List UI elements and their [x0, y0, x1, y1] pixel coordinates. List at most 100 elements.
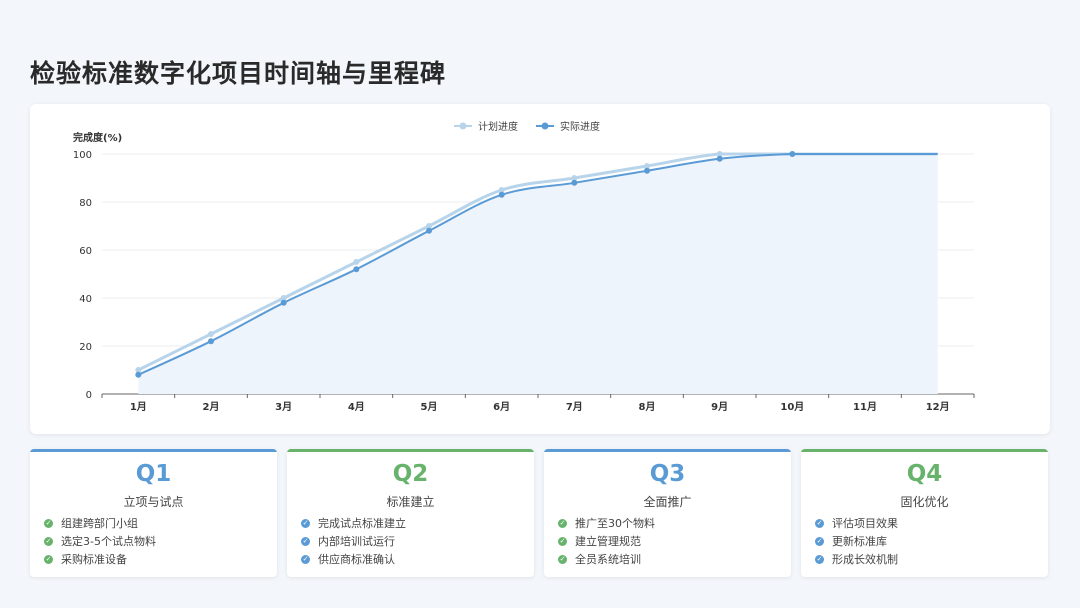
data-point-plan: [644, 163, 650, 169]
data-point-plan: [280, 295, 287, 301]
check-circle-icon: ✓: [44, 554, 53, 564]
milestone-item: ✓ 采购标准设备: [44, 550, 156, 568]
data-point-plan: [208, 331, 214, 337]
milestone-list: ✓ 完成试点标准建立 ✓ 内部培训试运行 ✓ 供应商标准确认: [301, 514, 406, 568]
milestone-text: 选定3-5个试点物料: [61, 535, 156, 548]
progress-line-chart: 完成度(%) 0 20 40 60 80 100 1月 2月 3月 4月 5月 6月 7月 8月 9月 10月 1…: [73, 120, 975, 413]
data-point-plan: [426, 223, 432, 229]
check-circle-icon: ✓: [815, 536, 824, 546]
check-circle-icon: ✓: [558, 554, 567, 564]
check-circle-icon: ✓: [44, 518, 53, 528]
y-axis-title: 完成度(%): [73, 131, 122, 144]
data-point-plan: [716, 151, 723, 157]
check-circle-icon: ✓: [815, 554, 824, 564]
x-tick-label: 8月: [639, 401, 656, 413]
quarter-accent-bar: [287, 449, 534, 452]
y-tick-label: 20: [79, 342, 92, 353]
milestone-item: ✓ 供应商标准确认: [301, 550, 406, 568]
data-point-actual: [789, 151, 796, 157]
quarter-card-q1: Q1 立项与试点 ✓ 组建跨部门小组 ✓ 选定3-5个试点物料 ✓ 采购标准设备: [30, 449, 277, 577]
data-point-actual: [353, 266, 360, 273]
data-point-actual: [498, 191, 505, 198]
check-circle-icon: ✓: [558, 518, 567, 528]
milestone-text: 供应商标准确认: [318, 553, 395, 566]
data-point-plan: [498, 187, 505, 193]
quarter-subtitle: 立项与试点: [123, 495, 184, 509]
quarter-card-q4: Q4 固化优化 ✓ 评估项目效果 ✓ 更新标准库 ✓ 形成长效机制: [801, 449, 1048, 577]
milestone-text: 建立管理规范: [575, 535, 641, 548]
milestone-list: ✓ 组建跨部门小组 ✓ 选定3-5个试点物料 ✓ 采购标准设备: [44, 514, 156, 568]
quarter-subtitle: 标准建立: [386, 495, 435, 509]
data-point-actual: [716, 155, 723, 162]
milestone-text: 完成试点标准建立: [318, 517, 406, 530]
quarter-card-q2: Q2 标准建立 ✓ 完成试点标准建立 ✓ 内部培训试运行 ✓ 供应商标准确认: [287, 449, 534, 577]
quarter-card-q3: Q3 全面推广 ✓ 推广至30个物料 ✓ 建立管理规范 ✓ 全员系统培训: [544, 449, 791, 577]
check-circle-icon: ✓: [301, 554, 310, 564]
x-tick-label: 3月: [275, 401, 292, 413]
quarter-subtitle: 固化优化: [900, 495, 949, 509]
data-point-plan: [571, 175, 578, 181]
quarter-label: Q2: [392, 461, 429, 487]
x-tick-label: 9月: [711, 401, 728, 413]
check-circle-icon: ✓: [301, 518, 310, 528]
progress-chart-card: 完成度(%) 0 20 40 60 80 100 1月 2月 3月 4月 5月 6月 7月 8月 9月 10月 1…: [30, 104, 1050, 434]
x-tick-label: 10月: [780, 401, 804, 413]
quarter-accent-bar: [801, 449, 1048, 452]
milestone-list: ✓ 推广至30个物料 ✓ 建立管理规范 ✓ 全员系统培训: [558, 514, 655, 568]
quarter-accent-bar: [30, 449, 277, 452]
x-tick-label: 1月: [130, 401, 147, 413]
milestone-text: 内部培训试运行: [318, 535, 395, 548]
milestone-text: 组建跨部门小组: [61, 517, 138, 530]
x-tick-label: 11月: [853, 401, 877, 413]
quarter-label: Q4: [906, 461, 943, 487]
data-point-actual: [426, 227, 432, 234]
milestone-text: 全员系统培训: [575, 553, 641, 566]
y-tick-label: 100: [73, 150, 92, 161]
x-tick-label: 7月: [566, 401, 583, 413]
milestone-item: ✓ 全员系统培训: [558, 550, 655, 568]
milestone-text: 形成长效机制: [832, 553, 898, 566]
check-circle-icon: ✓: [815, 518, 824, 528]
quarter-label: Q3: [649, 461, 686, 487]
milestone-text: 采购标准设备: [61, 553, 127, 566]
x-tick-label: 6月: [493, 401, 510, 413]
milestone-item: ✓ 推广至30个物料: [558, 514, 655, 532]
data-point-plan: [353, 259, 360, 265]
milestone-text: 推广至30个物料: [575, 517, 655, 530]
milestone-item: ✓ 内部培训试运行: [301, 532, 406, 550]
data-point-plan: [135, 367, 142, 373]
y-tick-label: 60: [79, 246, 92, 257]
data-point-actual: [280, 299, 287, 306]
check-circle-icon: ✓: [44, 536, 53, 546]
data-point-actual: [208, 338, 214, 345]
milestone-item: ✓ 评估项目效果: [815, 514, 898, 532]
milestone-list: ✓ 评估项目效果 ✓ 更新标准库 ✓ 形成长效机制: [815, 514, 898, 568]
legend-swatch-dot: [541, 122, 549, 130]
legend-label: 实际进度: [560, 120, 600, 133]
y-tick-label: 80: [79, 198, 92, 209]
data-point-actual: [135, 371, 142, 378]
actual-area-fill: [138, 154, 938, 394]
x-tick-label: 4月: [348, 401, 365, 413]
quarter-subtitle: 全面推广: [643, 495, 692, 509]
milestone-item: ✓ 形成长效机制: [815, 550, 898, 568]
milestone-item: ✓ 选定3-5个试点物料: [44, 532, 156, 550]
legend-label: 计划进度: [478, 120, 518, 133]
milestone-item: ✓ 组建跨部门小组: [44, 514, 156, 532]
milestone-item: ✓ 完成试点标准建立: [301, 514, 406, 532]
page-title: 检验标准数字化项目时间轴与里程碑: [30, 59, 447, 88]
check-circle-icon: ✓: [558, 536, 567, 546]
milestone-item: ✓ 更新标准库: [815, 532, 898, 550]
legend-swatch-dot: [459, 122, 467, 130]
x-tick-label: 5月: [421, 401, 438, 413]
y-tick-label: 0: [86, 390, 92, 401]
quarter-accent-bar: [544, 449, 791, 452]
check-circle-icon: ✓: [301, 536, 310, 546]
milestone-text: 评估项目效果: [832, 517, 898, 530]
data-point-actual: [644, 167, 650, 174]
y-tick-label: 40: [79, 294, 92, 305]
milestone-item: ✓ 建立管理规范: [558, 532, 655, 550]
x-tick-label: 12月: [926, 401, 950, 413]
data-point-actual: [571, 179, 578, 186]
milestone-text: 更新标准库: [832, 535, 887, 548]
